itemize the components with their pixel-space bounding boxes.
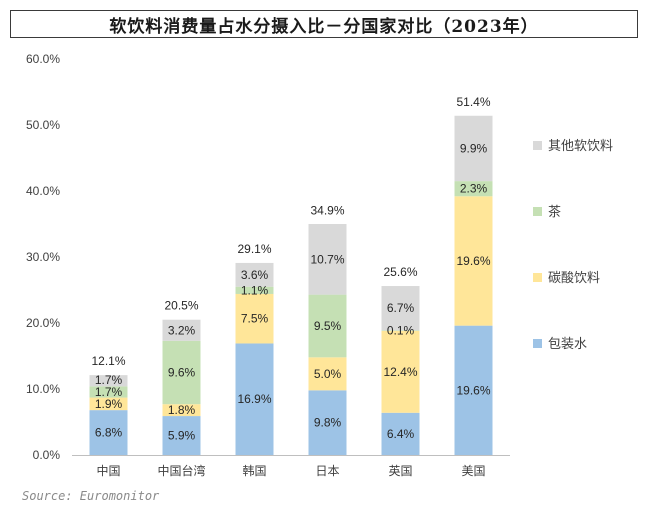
legend-swatch xyxy=(533,339,542,348)
legend-swatch xyxy=(533,273,542,282)
bar-segment xyxy=(235,343,274,455)
y-tick-label: 40.0% xyxy=(26,184,60,198)
x-tick-label: 中国台湾 xyxy=(157,463,205,478)
bar-segment xyxy=(381,286,420,331)
data-label: 1.7% xyxy=(95,373,123,387)
data-label: 7.5% xyxy=(241,312,269,326)
data-label: 19.6% xyxy=(456,383,490,397)
data-label: 5.9% xyxy=(168,429,196,443)
data-label: 2.3% xyxy=(460,182,488,196)
bar-segment xyxy=(308,224,347,295)
data-label: 3.6% xyxy=(241,268,269,282)
x-tick-label: 韩国 xyxy=(242,463,266,478)
bar-segment xyxy=(162,319,201,341)
bar-segment xyxy=(381,412,420,455)
bar-segment xyxy=(89,397,128,411)
legend-swatch xyxy=(533,141,542,150)
chart-title-box: 软饮料消费量占水分摄入比－分国家对比（2023年） xyxy=(10,10,638,38)
data-label: 1.1% xyxy=(241,283,269,297)
total-label: 25.6% xyxy=(383,265,417,279)
data-label: 5.0% xyxy=(314,367,342,381)
data-label: 10.7% xyxy=(310,252,344,266)
bar-segment xyxy=(308,390,347,455)
legend-swatch xyxy=(533,207,542,216)
data-label: 12.4% xyxy=(383,365,417,379)
legend-label: 其他软饮料 xyxy=(548,139,613,154)
total-label: 20.5% xyxy=(164,299,198,313)
data-label: 19.6% xyxy=(456,254,490,268)
bar-segment xyxy=(235,262,274,287)
data-label: 1.9% xyxy=(95,397,123,411)
bar-segment xyxy=(454,325,493,455)
y-tick-label: 60.0% xyxy=(26,52,60,66)
bar-segment xyxy=(454,196,493,326)
y-tick-label: 0.0% xyxy=(33,448,61,462)
y-tick-label: 30.0% xyxy=(26,250,60,264)
bar-segment xyxy=(162,340,201,405)
source-note: Source: Euromonitor xyxy=(22,489,160,503)
bar-segment xyxy=(381,330,420,331)
data-label: 1.7% xyxy=(95,385,123,399)
data-label: 1.8% xyxy=(168,403,196,417)
legend-label: 包装水 xyxy=(548,337,587,352)
bar-segment xyxy=(454,115,493,182)
y-tick-label: 10.0% xyxy=(26,382,60,396)
data-label: 6.8% xyxy=(95,426,123,440)
y-tick-label: 20.0% xyxy=(26,316,60,330)
bar-segment xyxy=(162,404,201,417)
data-label: 3.2% xyxy=(168,323,196,337)
bar-segment xyxy=(308,294,347,358)
y-tick-label: 50.0% xyxy=(26,118,60,132)
x-tick-label: 美国 xyxy=(461,464,485,478)
legend-label: 碳酸饮料 xyxy=(548,271,600,286)
data-label: 9.9% xyxy=(460,141,488,155)
bar-segment xyxy=(381,330,420,413)
total-label: 29.1% xyxy=(237,242,271,256)
data-label: 9.6% xyxy=(168,366,196,380)
x-tick-label: 中国 xyxy=(96,463,120,478)
data-label: 9.5% xyxy=(314,319,342,333)
data-label: 6.4% xyxy=(387,427,415,441)
total-label: 12.1% xyxy=(91,354,125,368)
data-label: 0.1% xyxy=(387,324,415,338)
bar-segment xyxy=(454,181,493,197)
bar-segment xyxy=(89,375,128,387)
bar-segment xyxy=(162,416,201,455)
legend-label: 茶 xyxy=(548,204,561,220)
bar-segment xyxy=(235,286,274,294)
bar-segment xyxy=(235,293,274,344)
bar-segment xyxy=(308,357,347,391)
x-tick-label: 英国 xyxy=(388,464,412,478)
data-label: 6.7% xyxy=(387,301,415,315)
data-label: 16.9% xyxy=(237,392,271,406)
total-label: 34.9% xyxy=(310,204,344,218)
data-label: 9.8% xyxy=(314,416,342,430)
bar-segment xyxy=(89,386,128,398)
chart-title: 软饮料消费量占水分摄入比－分国家对比（2023年） xyxy=(109,16,539,37)
total-label: 51.4% xyxy=(456,95,490,109)
x-tick-label: 日本 xyxy=(315,464,339,478)
bar-segment xyxy=(89,410,128,455)
